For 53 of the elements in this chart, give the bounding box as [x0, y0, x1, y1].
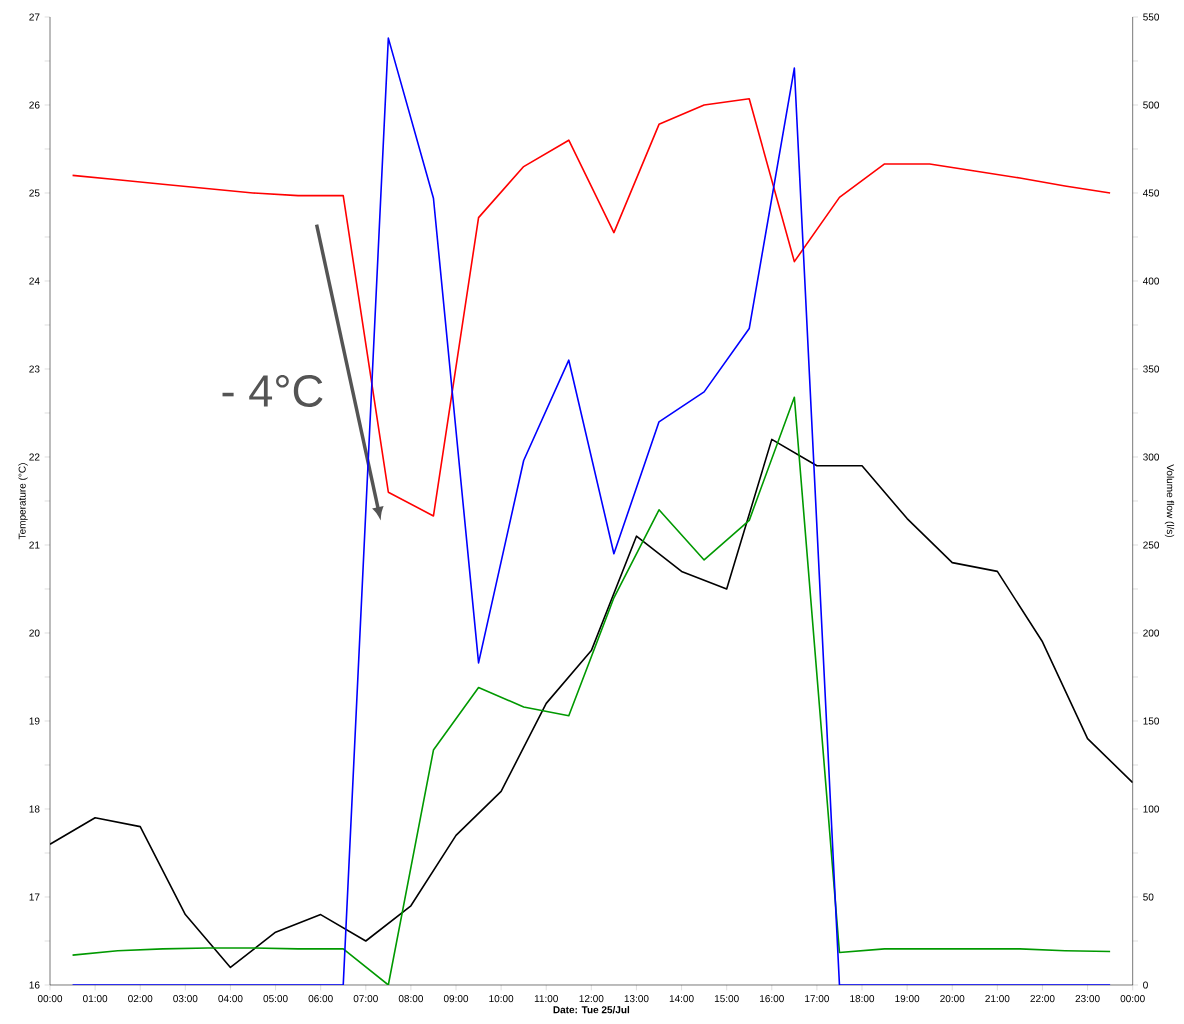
y2-tick-label: 250	[1143, 541, 1160, 549]
x-tick-label: 19:00	[895, 995, 920, 1003]
x-tick-label: 02:00	[128, 995, 153, 1003]
y-tick-label: 16	[29, 981, 40, 989]
x-tick-label: 09:00	[443, 995, 469, 1003]
x-tick-label: 11:00	[534, 995, 558, 1003]
y2-tick-label: 0	[1143, 981, 1148, 989]
y2-tick-label: 50	[1143, 893, 1154, 901]
annotation: - 4°C	[222, 374, 323, 408]
y2-tick-label: 400	[1142, 277, 1160, 285]
x-tick-label: 13:00	[624, 995, 649, 1003]
x-tick-label: 17:00	[805, 995, 830, 1003]
x-tick-label: 21:00	[985, 995, 1010, 1003]
x-tick-label: 14:00	[669, 995, 694, 1003]
x-tick-label: 05:00	[263, 995, 288, 1003]
x-tick-label: 00:00	[1120, 995, 1145, 1003]
y2-tick-label: 350	[1143, 365, 1160, 373]
y-axis-title: Temperature (°C)	[18, 463, 28, 540]
y-tick-label: 20	[29, 629, 40, 637]
x-tick-label: 04:00	[218, 995, 243, 1003]
x-tick-label: 16:00	[760, 995, 784, 1003]
y2-tick-label: 500	[1143, 101, 1160, 109]
x-tick-label: 07:00	[353, 995, 378, 1003]
y2-tick-label: 150	[1143, 717, 1160, 725]
y-tick-label: 24	[29, 277, 40, 285]
x-axis-title: Date: Tue 25/Jul	[553, 1005, 630, 1014]
y-tick-label: 18	[29, 805, 40, 813]
x-tick-label: 20:00	[940, 995, 965, 1003]
x-tick-label: 22:00	[1030, 995, 1055, 1003]
y2-axis-title: Volume flow (l/s)	[1164, 464, 1175, 538]
y-tick-label: 17	[29, 893, 40, 901]
x-tick-label: 06:00	[308, 995, 333, 1003]
y-tick-label: 22	[29, 453, 40, 461]
x-tick-label: 03:00	[173, 995, 198, 1003]
y2-tick-label: 300	[1143, 453, 1160, 461]
x-tick-label: 01:00	[83, 995, 108, 1003]
x-tick-label: 15:00	[714, 995, 739, 1003]
x-tick-label: 00:00	[37, 995, 63, 1003]
y2-tick-label: 550	[1143, 13, 1160, 21]
x-tick-label: 10:00	[489, 995, 514, 1003]
y2-tick-label: 100	[1143, 805, 1160, 813]
y2-tick-label: 450	[1142, 189, 1160, 197]
y-tick-label: 19	[29, 717, 40, 725]
y-tick-label: 23	[29, 365, 40, 373]
x-tick-label: 23:00	[1075, 995, 1100, 1003]
x-tick-label: 08:00	[398, 995, 424, 1003]
y2-tick-label: 200	[1143, 629, 1160, 637]
y-tick-label: 27	[29, 13, 40, 21]
y-tick-label: 26	[29, 101, 40, 109]
x-tick-label: 12:00	[579, 995, 604, 1003]
x-tick-label: 18:00	[850, 995, 875, 1003]
y-tick-label: 21	[29, 541, 40, 549]
y-tick-label: 25	[29, 189, 40, 197]
